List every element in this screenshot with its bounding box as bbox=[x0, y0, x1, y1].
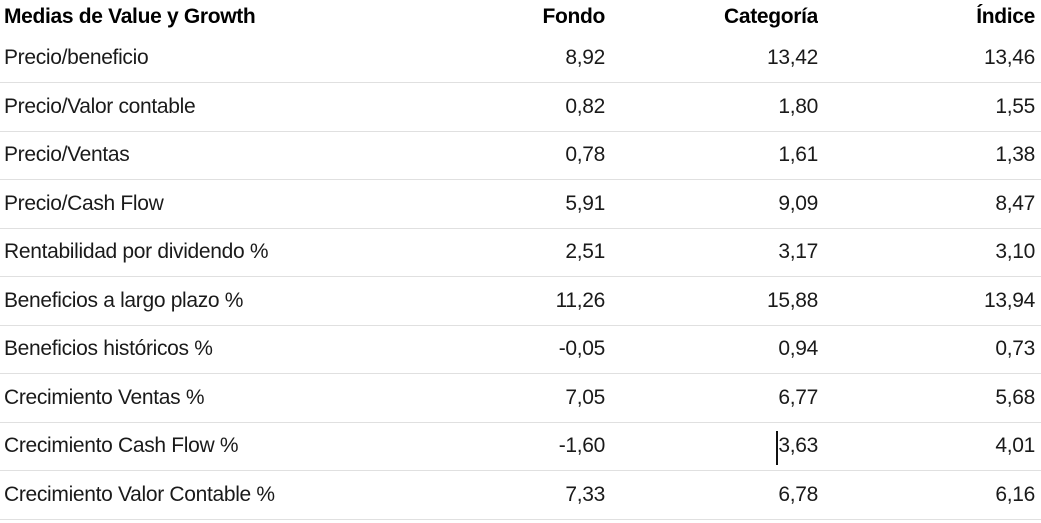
column-header-categoria: Categoría bbox=[724, 5, 818, 28]
fondo-value: -1,60 bbox=[420, 422, 605, 471]
fondo-value: 7,33 bbox=[420, 470, 605, 520]
categoria-value: 6,78 bbox=[605, 470, 818, 520]
table-row: Crecimiento Ventas % 7,05 6,77 5,68 bbox=[0, 373, 1041, 423]
row-label: Precio/Cash Flow bbox=[0, 179, 420, 229]
table-row: Precio/beneficio 8,92 13,42 13,46 bbox=[0, 34, 1041, 83]
column-header-fondo: Fondo bbox=[542, 5, 605, 28]
categoria-value: 3,17 bbox=[605, 228, 818, 277]
categoria-value: 6,77 bbox=[605, 373, 818, 423]
table-row: Precio/Ventas 0,78 1,61 1,38 bbox=[0, 131, 1041, 180]
fondo-value: 0,82 bbox=[420, 82, 605, 132]
row-label: Crecimiento Cash Flow % bbox=[0, 422, 420, 471]
indice-value: 3,10 bbox=[818, 228, 1041, 277]
row-label: Beneficios a largo plazo % bbox=[0, 276, 420, 326]
table-row: Crecimiento Valor Contable % 7,33 6,78 6,16 bbox=[0, 470, 1041, 520]
table-row: Precio/Valor contable 0,82 1,80 1,55 bbox=[0, 82, 1041, 132]
row-label: Crecimiento Valor Contable % bbox=[0, 470, 420, 520]
fondo-value: 0,78 bbox=[420, 131, 605, 180]
indice-value: 1,55 bbox=[818, 82, 1041, 132]
fondo-value: 7,05 bbox=[420, 373, 605, 423]
row-label: Precio/Ventas bbox=[0, 131, 420, 180]
indice-value: 13,46 bbox=[818, 34, 1041, 83]
fondo-value: 8,92 bbox=[420, 34, 605, 83]
row-label: Rentabilidad por dividendo % bbox=[0, 228, 420, 277]
indice-value: 13,94 bbox=[818, 276, 1041, 326]
indice-value: 0,73 bbox=[818, 325, 1041, 374]
categoria-value: 0,94 bbox=[605, 325, 818, 374]
categoria-value: 13,42 bbox=[605, 34, 818, 83]
indice-value: 4,01 bbox=[818, 422, 1041, 471]
indice-value: 8,47 bbox=[818, 179, 1041, 229]
categoria-value: 3,63 bbox=[605, 422, 818, 471]
table-title: Medias de Value y Growth bbox=[4, 5, 256, 28]
categoria-value: 9,09 bbox=[605, 179, 818, 229]
indice-value: 6,16 bbox=[818, 470, 1041, 520]
indice-value: 1,38 bbox=[818, 131, 1041, 180]
table-row: Beneficios a largo plazo % 11,26 15,88 13,9… bbox=[0, 276, 1041, 326]
row-label: Crecimiento Ventas % bbox=[0, 373, 420, 423]
categoria-value: 1,61 bbox=[605, 131, 818, 180]
row-label: Precio/beneficio bbox=[0, 34, 420, 83]
row-label: Beneficios históricos % bbox=[0, 325, 420, 374]
table-row: Rentabilidad por dividendo % 2,51 3,17 3,10 bbox=[0, 228, 1041, 277]
table-row: Beneficios históricos % -0,05 0,94 0,73 bbox=[0, 325, 1041, 374]
categoria-value: 1,80 bbox=[605, 82, 818, 132]
fondo-value: 11,26 bbox=[420, 276, 605, 326]
indice-value: 5,68 bbox=[818, 373, 1041, 423]
fondo-value: 2,51 bbox=[420, 228, 605, 277]
text-caret bbox=[776, 431, 778, 465]
categoria-value: 15,88 bbox=[605, 276, 818, 326]
fondo-value: -0,05 bbox=[420, 325, 605, 374]
row-label: Precio/Valor contable bbox=[0, 82, 420, 132]
table-row: Precio/Cash Flow 5,91 9,09 8,47 bbox=[0, 179, 1041, 229]
table-row: Crecimiento Cash Flow % -1,60 3,63 4,01 bbox=[0, 422, 1041, 471]
fondo-value: 5,91 bbox=[420, 179, 605, 229]
column-header-indice: Índice bbox=[976, 5, 1035, 28]
table-header-row: Medias de Value y Growth Fondo Categoría… bbox=[0, 0, 1041, 34]
